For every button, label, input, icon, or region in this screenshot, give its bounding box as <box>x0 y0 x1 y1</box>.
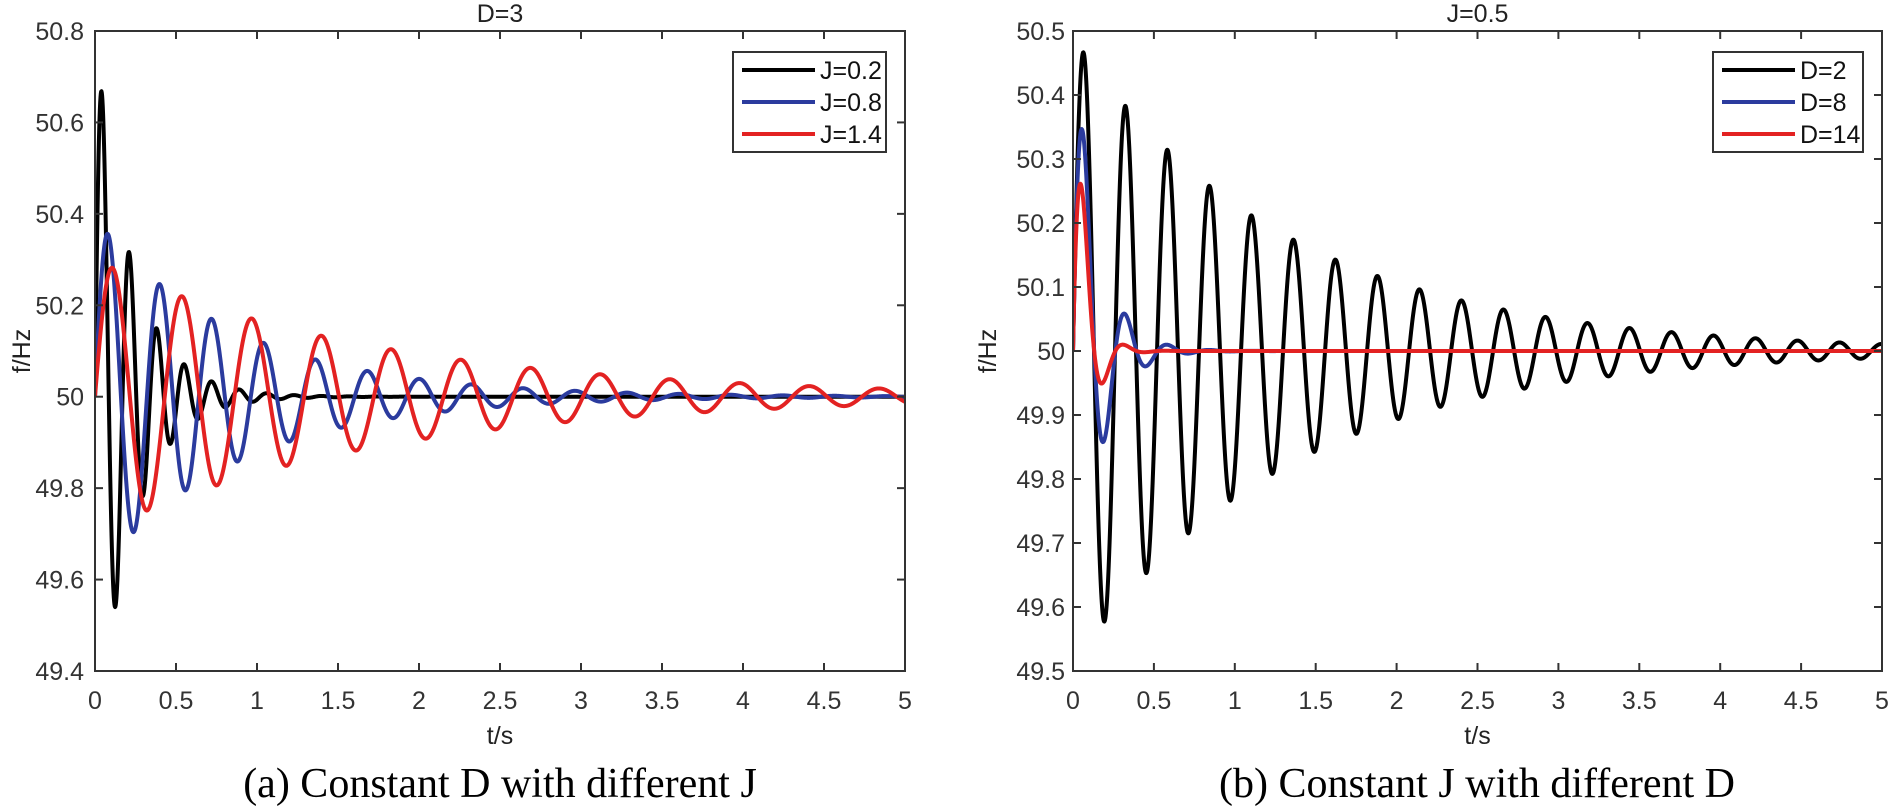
y-tick-label: 49.4 <box>35 658 84 686</box>
y-tick-label: 50.6 <box>35 109 84 137</box>
subplot-a: 0 0.5 1 1.5 2 2.5 3 3.5 4 4.5 5 49.4 49.6 49.8 50 50.2 5… <box>8 0 912 750</box>
x-tick-label: 0 <box>88 687 102 715</box>
x-tick-label: 5 <box>898 687 912 715</box>
y-axis-label: f/Hz <box>8 329 36 373</box>
x-axis-label: t/s <box>1464 722 1490 750</box>
y-tick-label: 49.8 <box>35 475 84 503</box>
x-tick-label: 2 <box>412 687 426 715</box>
y-tick-label: 50 <box>1037 338 1065 366</box>
y-tick-label: 49.6 <box>35 567 84 595</box>
legend-label: J=1.4 <box>820 121 882 149</box>
y-tick-label: 49.8 <box>1016 466 1065 494</box>
x-tick-label: 0.5 <box>159 687 194 715</box>
series-line-j-1-4 <box>95 265 905 513</box>
x-tick-label: 2.5 <box>1460 687 1495 715</box>
legend-label: D=2 <box>1800 57 1847 85</box>
y-tick-label: 50.4 <box>35 201 84 229</box>
x-tick-label: 1.5 <box>1298 687 1333 715</box>
y-tick-label: 50.1 <box>1016 274 1065 302</box>
y-tick-label: 50.3 <box>1016 146 1065 174</box>
caption-a: (a) Constant D with different J <box>243 761 757 807</box>
caption-b: (b) Constant J with different D <box>1219 761 1735 807</box>
x-tick-label: 3 <box>574 687 588 715</box>
series-line-d-14 <box>1073 181 1882 386</box>
x-axis-label: t/s <box>487 722 513 750</box>
x-tick-label: 0 <box>1066 687 1080 715</box>
x-tick-label: 3 <box>1551 687 1565 715</box>
x-tick-label: 0.5 <box>1137 687 1172 715</box>
x-tick-label: 2 <box>1390 687 1404 715</box>
x-tick-label: 3.5 <box>645 687 680 715</box>
x-tick-label: 1.5 <box>321 687 356 715</box>
series-line-d-2 <box>1073 50 1882 624</box>
legend: D=2 D=8 D=14 <box>1712 51 1864 153</box>
x-tick-label: 5 <box>1875 687 1889 715</box>
legend-label: D=8 <box>1800 89 1847 117</box>
y-tick-label: 50.2 <box>35 292 84 320</box>
series-line-d-8 <box>1073 127 1882 445</box>
x-tick-label: 3.5 <box>1622 687 1657 715</box>
subplot-b: 0 0.5 1 1.5 2 2.5 3 3.5 4 4.5 5 49.5 49.6 49.7 49.8 49.… <box>974 0 1889 750</box>
y-tick-label: 49.6 <box>1016 594 1065 622</box>
series-line-j-0-2 <box>95 89 905 610</box>
y-tick-label: 50.8 <box>35 18 84 46</box>
legend-label: J=0.2 <box>820 57 882 85</box>
x-tick-label: 4 <box>1713 687 1727 715</box>
y-tick-label: 50.4 <box>1016 82 1065 110</box>
x-tick-label: 2.5 <box>483 687 518 715</box>
y-axis-label: f/Hz <box>974 329 1002 373</box>
x-tick-label: 4 <box>736 687 750 715</box>
plot-title: D=3 <box>477 0 524 28</box>
x-tick-label: 1 <box>250 687 264 715</box>
y-tick-label: 50.2 <box>1016 210 1065 238</box>
legend-label: J=0.8 <box>820 89 882 117</box>
y-tick-label: 49.5 <box>1016 658 1065 686</box>
x-tick-label: 4.5 <box>1784 687 1819 715</box>
plot-title: J=0.5 <box>1447 0 1509 28</box>
x-tick-label: 4.5 <box>807 687 842 715</box>
y-tick-label: 49.9 <box>1016 402 1065 430</box>
legend-label: D=14 <box>1800 121 1861 149</box>
legend: J=0.2 J=0.8 J=1.4 <box>732 51 887 153</box>
x-tick-label: 1 <box>1228 687 1242 715</box>
series-line-j-0-8 <box>95 231 905 535</box>
y-tick-label: 50 <box>56 384 84 412</box>
y-tick-label: 50.5 <box>1016 18 1065 46</box>
y-tick-label: 49.7 <box>1016 530 1065 558</box>
